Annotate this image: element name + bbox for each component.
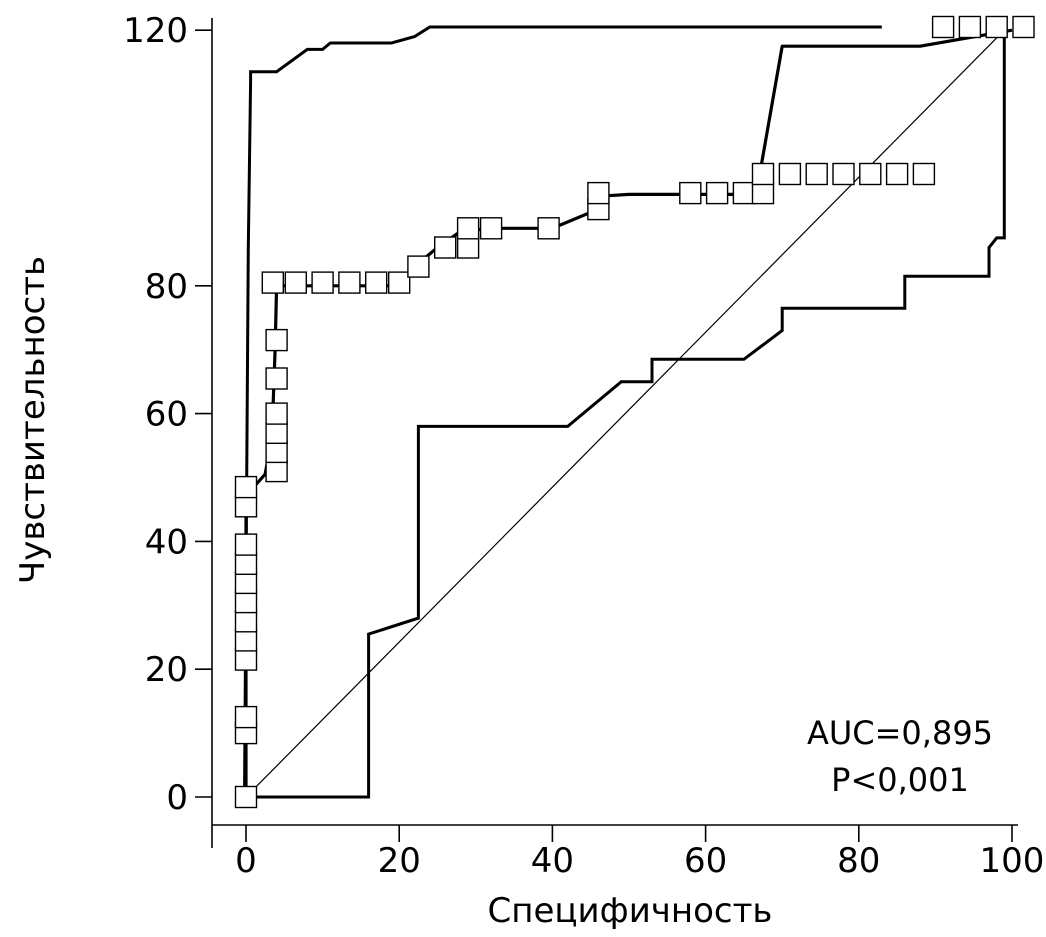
data-point-marker: [751, 181, 775, 205]
data-point-marker: [265, 459, 288, 483]
data-point-marker: [751, 162, 775, 186]
data-point-marker: [234, 785, 258, 809]
data-point-marker: [537, 217, 560, 240]
data-point-marker: [234, 629, 258, 652]
data-point-marker: [261, 271, 284, 294]
upper-ci-curve: [243, 25, 882, 798]
data-point-marker: [1012, 15, 1035, 39]
data-point-marker: [705, 181, 729, 205]
data-point-marker: [832, 162, 855, 186]
data-point-marker: [234, 533, 258, 556]
data-point-marker: [985, 15, 1008, 39]
data-point-marker: [265, 440, 288, 464]
data-point-marker: [805, 162, 828, 186]
data-point-marker: [265, 421, 288, 444]
lower-ci-curve: [246, 30, 1006, 799]
y-axis-title: Чувствительность: [13, 256, 53, 584]
x-tick-label: 40: [531, 841, 574, 881]
data-point-marker: [859, 162, 882, 186]
y-tick-label: 20: [145, 650, 188, 690]
x-tick-label: 20: [378, 841, 421, 881]
data-point-marker: [388, 271, 411, 294]
data-point-marker: [434, 236, 457, 259]
data-point-marker: [234, 705, 258, 729]
roc-curve: [244, 28, 1013, 797]
data-point-marker: [479, 217, 503, 240]
x-tick-label: 0: [235, 841, 257, 881]
x-axis-title: Специфичность: [488, 891, 773, 931]
y-ticks: 0 20 40 60 80 120: [123, 11, 212, 818]
data-point-marker: [365, 271, 388, 294]
y-tick-label: 0: [166, 778, 188, 818]
reference-diagonal: [245, 29, 1005, 798]
data-point-marker: [234, 552, 258, 575]
axes: 0 20 40 60 80 100 0 20 40 60 80 120: [123, 11, 1044, 881]
auc-annotation: AUC=0,895: [807, 714, 993, 752]
data-point-marker: [234, 571, 258, 595]
data-point-marker: [234, 648, 258, 671]
data-point-marker: [679, 181, 702, 205]
data-point-marker: [311, 271, 334, 294]
x-tick-label: 80: [837, 841, 880, 881]
data-point-marker: [456, 217, 480, 240]
data-point-marker: [265, 367, 288, 390]
y-tick-label: 120: [123, 11, 188, 51]
data-markers: [234, 15, 1035, 809]
x-ticks: 0 20 40 60 80 100: [235, 825, 1044, 881]
data-point-marker: [958, 15, 982, 39]
data-point-marker: [732, 181, 756, 205]
y-tick-label: 60: [145, 395, 188, 435]
data-point-marker: [284, 271, 307, 294]
p-value-annotation: P<0,001: [831, 761, 969, 799]
data-point-marker: [265, 328, 288, 352]
data-point-marker: [338, 271, 361, 294]
data-point-marker: [912, 162, 936, 186]
y-tick-label: 80: [145, 267, 188, 307]
data-point-marker: [234, 475, 258, 499]
series-lines: [243, 25, 1013, 799]
y-tick-label: 40: [145, 522, 188, 562]
data-point-marker: [885, 162, 909, 186]
data-point-marker: [234, 590, 258, 614]
data-point-marker: [234, 610, 258, 633]
data-point-marker: [587, 181, 610, 205]
data-point-marker: [456, 236, 480, 259]
data-point-marker: [931, 15, 955, 39]
x-tick-label: 100: [980, 841, 1045, 881]
data-point-marker: [407, 255, 430, 278]
data-point-marker: [778, 162, 802, 186]
data-point-marker: [265, 402, 288, 425]
x-tick-label: 60: [684, 841, 727, 881]
data-point-marker: [234, 495, 258, 518]
